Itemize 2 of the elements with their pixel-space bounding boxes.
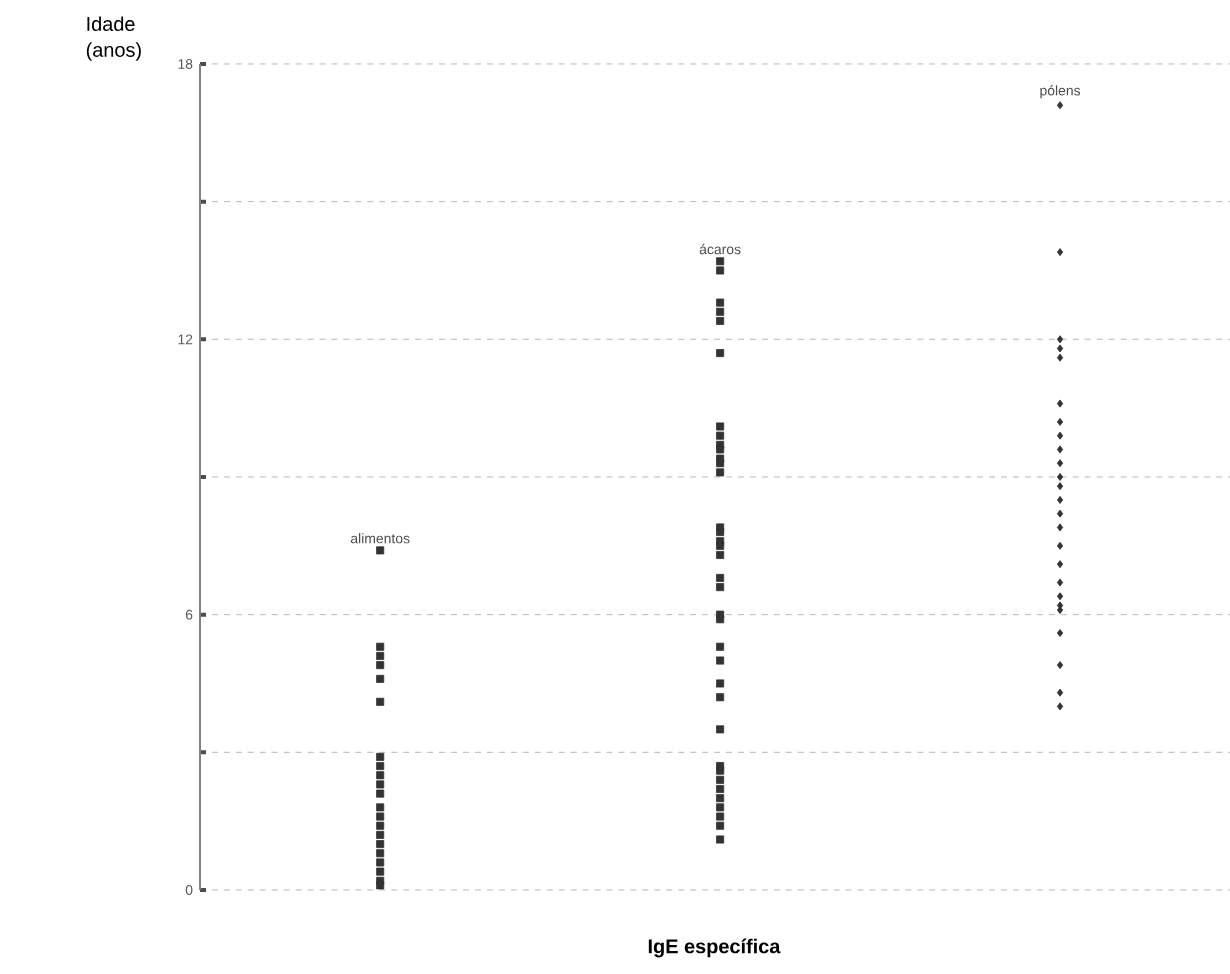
x-axis-title: IgE específica xyxy=(648,938,781,958)
y-axis-title: Idade (anos) xyxy=(86,16,141,61)
